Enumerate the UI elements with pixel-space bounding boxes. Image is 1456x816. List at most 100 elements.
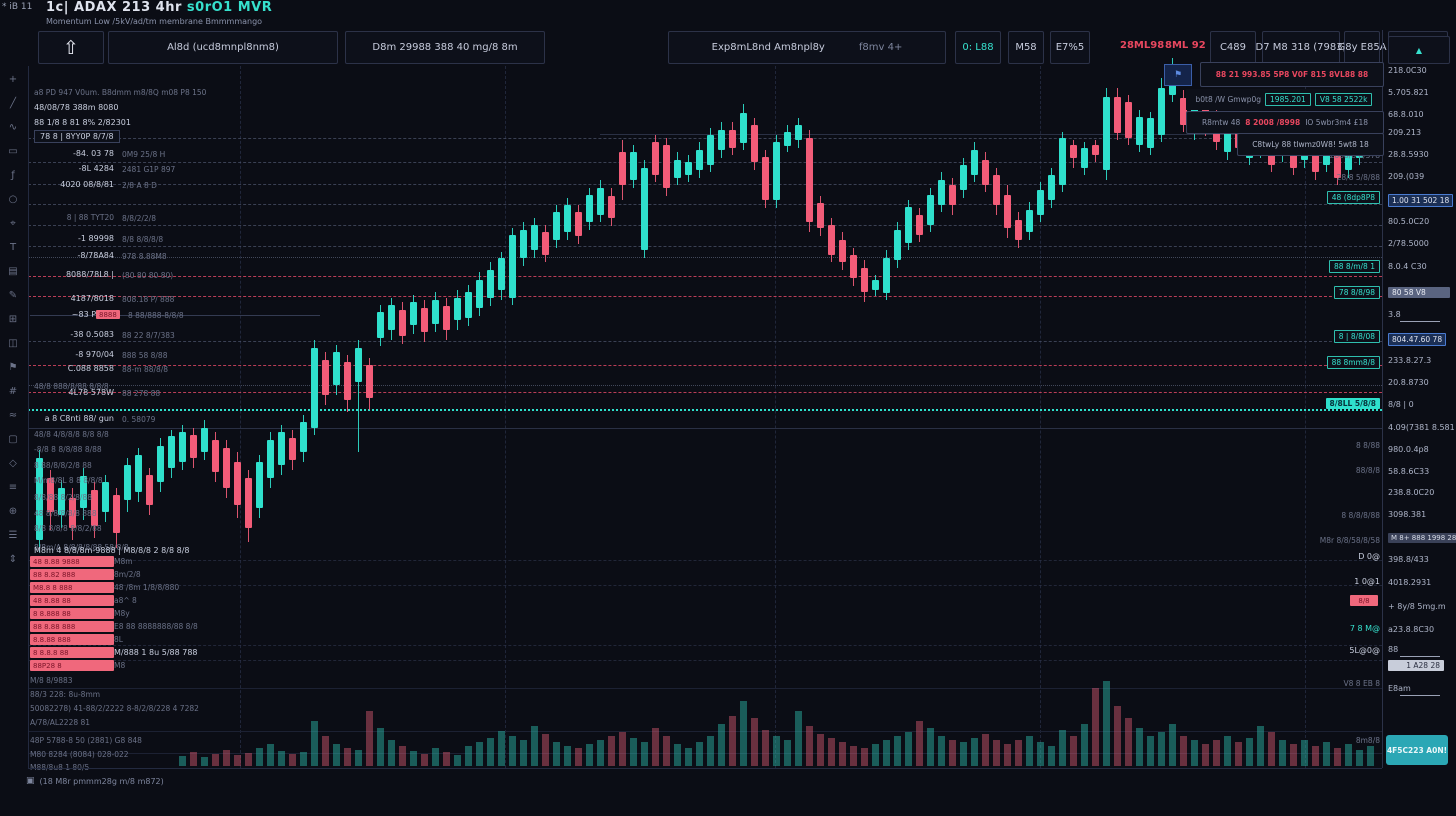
volume-bar: [1257, 726, 1264, 766]
candle: [586, 195, 593, 222]
delay-button[interactable]: 0: L88: [955, 31, 1001, 64]
tool-icon-18[interactable]: ⊕: [8, 505, 18, 517]
tool-icon-0[interactable]: +: [8, 73, 18, 85]
tool-icon-10[interactable]: ⊞: [8, 313, 18, 325]
tool-icon-20[interactable]: ⇕: [8, 553, 18, 565]
volume-bar: [861, 748, 868, 766]
price-level-line: [28, 296, 1382, 297]
drawing-dropdown[interactable]: D8m 29988 388 40 mg/8 8m: [345, 31, 545, 64]
level-sublabel: 2481 G1P 897: [122, 165, 176, 174]
scale-light-badge: 1 A28 28: [1388, 660, 1444, 671]
candle: [806, 138, 813, 222]
tool-icon-17[interactable]: ≡: [8, 481, 18, 493]
grey-button[interactable]: G8y E85A: [1337, 31, 1387, 64]
tool-icon-8[interactable]: ▤: [8, 265, 18, 277]
tool-icon-13[interactable]: #: [8, 385, 18, 397]
alert-badge: 88P28 8: [30, 660, 114, 671]
mode-button[interactable]: M58: [1008, 31, 1044, 64]
candle: [190, 435, 197, 458]
tool-icon-5[interactable]: ○: [8, 193, 18, 205]
cancel-button[interactable]: C489: [1210, 31, 1256, 64]
buy-price-label[interactable]: 8ML 92: [1165, 40, 1206, 51]
volume-bar: [1103, 681, 1110, 766]
popup-flag-icon[interactable]: ⚑: [1164, 64, 1192, 86]
candle: [927, 195, 934, 225]
tool-icon-9[interactable]: ✎: [8, 289, 18, 301]
volume-bar: [1279, 740, 1286, 766]
action-button[interactable]: 4F5C223 A0N!: [1386, 735, 1448, 765]
tool-icon-14[interactable]: ≈: [8, 409, 18, 421]
volume-bar: [245, 753, 252, 766]
tool-icon-1[interactable]: ╱: [9, 97, 17, 109]
tool-icon-19[interactable]: ☰: [8, 529, 18, 541]
candle: [960, 165, 967, 190]
volume-bar: [993, 740, 1000, 766]
price-level-line: [600, 134, 1382, 135]
autoplay-label: Exp8mL8nd Am8npl8y: [711, 42, 825, 53]
autoplay-sub-label: f8mv 4+: [858, 42, 903, 53]
scale-value: 80.5.0C20: [1388, 217, 1430, 226]
candle: [410, 302, 417, 325]
sell-price-label[interactable]: 28ML98: [1120, 40, 1165, 51]
scale-value: 2/78.5000: [1388, 239, 1429, 248]
tool-icon-11[interactable]: ◫: [8, 337, 18, 349]
volume-bar: [773, 736, 780, 766]
checkbox-icon[interactable]: ▣: [26, 776, 35, 786]
volume-bar: [1334, 748, 1341, 766]
candle: [905, 207, 912, 243]
candle: [608, 196, 615, 218]
candle: [289, 438, 296, 460]
scale-mode-button[interactable]: ▲: [1388, 36, 1450, 64]
level-label: ~83 P/888: [71, 310, 114, 319]
scale-value: 4018.2931: [1388, 578, 1432, 587]
volume-bar: [366, 711, 373, 766]
tool-icon-3[interactable]: ▭: [8, 145, 18, 157]
candle: [267, 440, 274, 478]
volume-bar: [1081, 724, 1088, 766]
candle: [784, 132, 791, 146]
alert-side-label: 8L: [114, 635, 123, 644]
price-level-line: [28, 184, 1382, 185]
volume-bar: [597, 740, 604, 766]
tool-icon-6[interactable]: ⌖: [10, 217, 16, 229]
candle: [476, 280, 483, 308]
tool-icon-12[interactable]: ⚑: [8, 361, 18, 373]
volume-bar: [883, 740, 890, 766]
candle: [454, 298, 461, 320]
level-label: -38 0.5083: [70, 330, 114, 339]
candle: [553, 212, 560, 240]
tool-icon-4[interactable]: ƒ: [11, 169, 15, 181]
price-level-line: [28, 428, 1382, 429]
volume-bar: [971, 738, 978, 766]
v-gridline: [775, 66, 776, 768]
percent-button[interactable]: E7%5: [1050, 31, 1090, 64]
window-badge: * iB 11: [2, 2, 33, 12]
alert-dropdown[interactable]: Al8d (ucd8mnpl8nm8): [108, 31, 338, 64]
candle: [80, 476, 87, 508]
active-price-line: [28, 409, 1382, 411]
volume-bar: [388, 740, 395, 766]
candle-wick: [358, 340, 359, 452]
candle: [751, 125, 758, 162]
depth-button[interactable]: D7 M8 318 (7983): [1256, 31, 1346, 64]
upload-arrow-button[interactable]: ⇧: [38, 31, 104, 64]
candle: [520, 230, 527, 258]
candle: [366, 365, 373, 398]
candle: [245, 478, 252, 528]
tool-icon-15[interactable]: ▢: [8, 433, 18, 445]
volume-bar: [454, 755, 461, 766]
candle: [982, 160, 989, 185]
volume-bar: [377, 728, 384, 766]
price-value: M8r 8/8/58/8/58: [1319, 536, 1380, 545]
volume-bar: [718, 724, 725, 766]
tool-icon-2[interactable]: ∿: [8, 121, 18, 133]
tool-icon-7[interactable]: T: [9, 241, 17, 253]
price-scale[interactable]: [1384, 30, 1456, 768]
volume-bar: [1092, 688, 1099, 766]
volume-bar: [1136, 728, 1143, 766]
scale-value: 233.8.27.3: [1388, 356, 1432, 365]
tool-icon-16[interactable]: ◇: [9, 457, 17, 469]
autoplay-section[interactable]: Exp8mL8nd Am8npl8y f8mv 4+: [668, 31, 946, 64]
symbol-name: 1c| ADAX 213 4hr: [46, 0, 182, 15]
